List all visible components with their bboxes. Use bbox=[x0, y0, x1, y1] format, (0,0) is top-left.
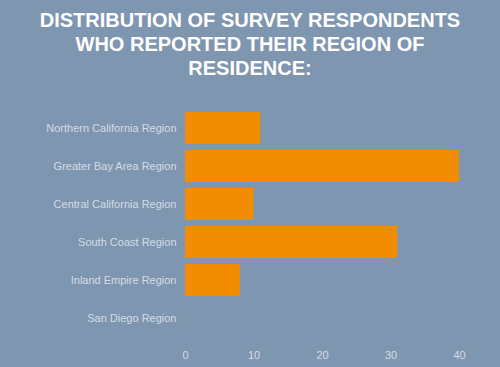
svg-text:Inland Empire Region: Inland Empire Region bbox=[71, 274, 177, 286]
svg-text:30: 30 bbox=[385, 349, 397, 361]
svg-text:Greater Bay Area Region: Greater Bay Area Region bbox=[54, 160, 177, 172]
svg-text:40: 40 bbox=[453, 349, 465, 361]
svg-text:South Coast Region: South Coast Region bbox=[78, 236, 176, 248]
svg-text:0: 0 bbox=[182, 349, 188, 361]
svg-text:Central California Region: Central California Region bbox=[54, 198, 177, 210]
html-text:DISTRIBUTION OF SURVEY RESPOND: DISTRIBUTION OF SURVEY RESPONDENTS WHO R… bbox=[39, 9, 461, 79]
svg-text:10: 10 bbox=[248, 349, 260, 361]
svg-text:Northern California Region: Northern California Region bbox=[46, 122, 176, 134]
svg-text:San Diego Region: San Diego Region bbox=[87, 312, 176, 324]
svg-text:20: 20 bbox=[316, 349, 328, 361]
